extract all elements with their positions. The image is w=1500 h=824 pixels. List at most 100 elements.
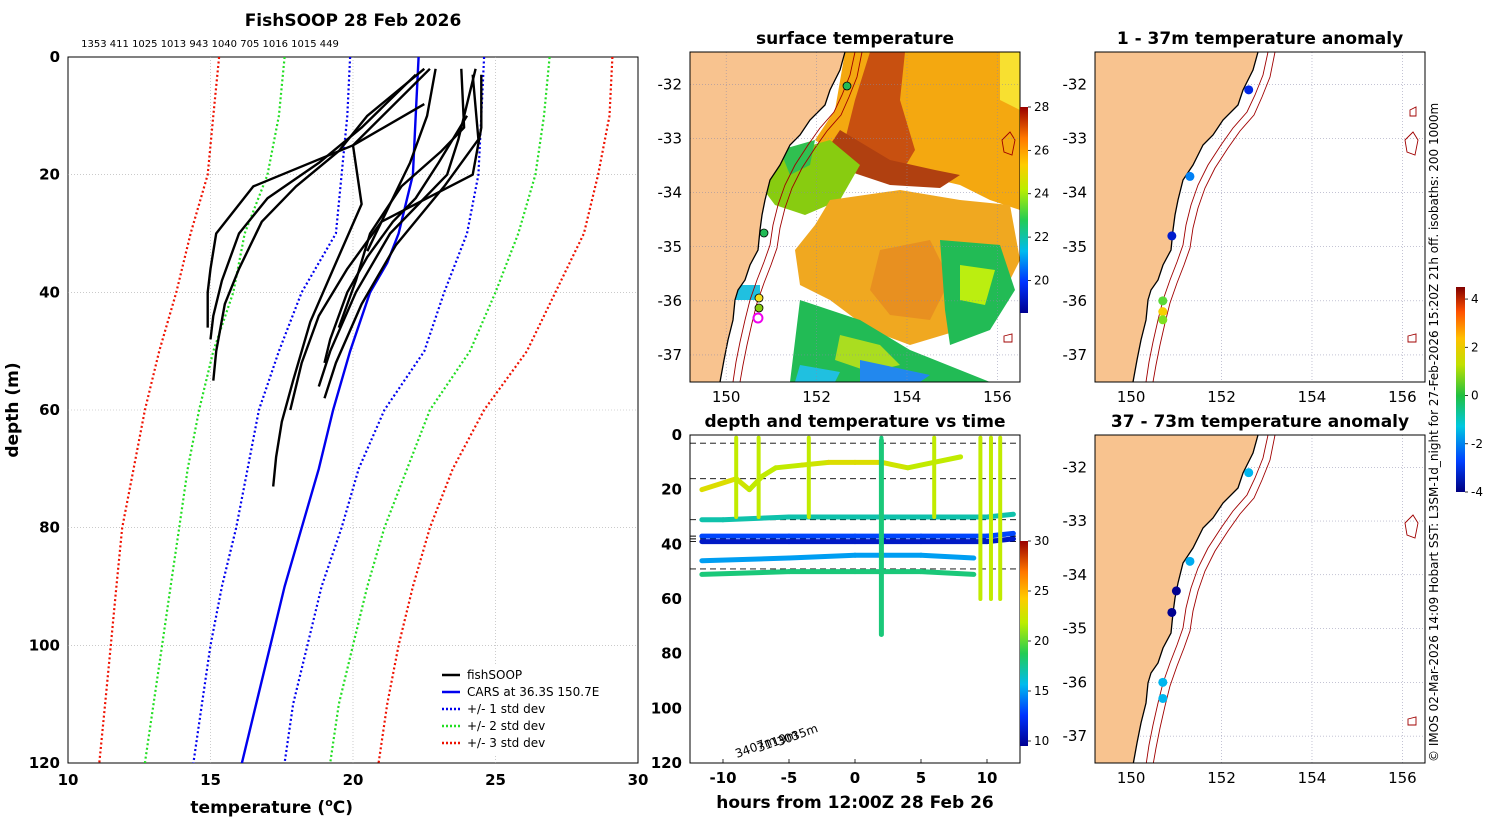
track-segment <box>760 465 779 479</box>
lat-tick-label: -33 <box>658 130 683 148</box>
x-tick-label: -10 <box>709 769 736 787</box>
coastline <box>719 52 846 382</box>
profile-legend: fishSOOP CARS at 36.3S 150.7E +/- 1 std … <box>436 664 630 756</box>
cars-climatology-line <box>240 57 420 763</box>
anomaly-point <box>1167 607 1177 617</box>
lat-tick-label: -35 <box>1063 238 1088 256</box>
lat-tick-label: -35 <box>658 238 683 256</box>
coastline <box>1132 435 1259 763</box>
legend-label-fishsoop: fishSOOP <box>467 668 522 682</box>
track-segment <box>878 459 911 471</box>
anomaly-point <box>1158 307 1168 317</box>
colorbar-tick-label: 26 <box>1034 143 1049 157</box>
lat-tick-label: -32 <box>1063 75 1088 93</box>
std-dev-line <box>283 57 486 763</box>
time-panel-xlabel: hours from 12:00Z 28 Feb 26 <box>716 793 994 813</box>
colorbar-tick-label: 20 <box>1034 273 1049 287</box>
y-tick-label: 40 <box>661 535 682 553</box>
lon-tick-label: 152 <box>1207 769 1236 787</box>
coastline <box>1132 52 1259 382</box>
x-tick-label: 15 <box>200 771 221 789</box>
fishsoop-profile-line <box>272 67 431 487</box>
y-tick-label: 80 <box>39 519 60 537</box>
profile-top-numbers: 1353 411 1025 1013 943 1040 705 1016 101… <box>81 39 339 50</box>
anomaly-colorbar-ticks: 4 2 0 -2 -4 <box>1465 292 1483 499</box>
track-segment <box>905 459 937 471</box>
track-segment <box>918 552 977 561</box>
lat-tick-label: -36 <box>1063 292 1088 310</box>
x-tick-label: 30 <box>628 771 649 789</box>
anomaly-bottom-ticks: -32 -33 -34 -35 -36 -37 150 152 154 156 <box>1063 458 1417 787</box>
legend-box <box>436 664 630 756</box>
lon-tick-label: 150 <box>1117 769 1146 787</box>
anomaly-colorbar: 4 2 0 -2 -4 <box>1456 287 1483 499</box>
credit-text: © IMOS 02-Mar-2026 14:09 Hobart SST: L3S… <box>1427 103 1441 762</box>
legend-label-std1: +/- 1 std dev <box>467 702 545 716</box>
sst-cyan-south <box>795 365 840 382</box>
std-dev-line <box>143 57 286 763</box>
colorbar-tick-label: 4 <box>1471 292 1479 306</box>
time-panel-tracks <box>699 435 1016 638</box>
time-panel-title: depth and temperature vs time <box>705 412 1006 432</box>
isobath-1000m <box>739 52 863 382</box>
lon-tick-label: 152 <box>1207 388 1236 406</box>
lat-tick-label: -34 <box>658 184 683 202</box>
fishsoop-profile-line <box>289 74 483 411</box>
lon-tick-label: 154 <box>1298 769 1327 787</box>
colorbar-tick-label: -2 <box>1471 437 1483 451</box>
anomaly-bottom-map <box>1095 435 1425 763</box>
track-segment <box>799 459 832 468</box>
time-panel-background <box>690 435 1020 763</box>
lat-tick-label: -34 <box>1063 566 1088 584</box>
anomaly-point <box>1185 171 1195 181</box>
anomaly-point <box>1158 296 1168 306</box>
station-marker <box>842 81 852 91</box>
isobath-1000m <box>1152 52 1276 382</box>
fishsoop-profile-line <box>317 68 477 387</box>
lon-tick-label: 150 <box>712 388 741 406</box>
seamount-contour-1 <box>1001 131 1016 156</box>
legend-label-std2: +/- 2 std dev <box>467 719 545 733</box>
surface-map-ticks: -32 -33 -34 -35 -36 -37 150 152 154 156 <box>658 75 1012 406</box>
lat-tick-label: -36 <box>658 292 683 310</box>
x-tick-label: 10 <box>977 769 998 787</box>
anomaly-point <box>1158 693 1168 703</box>
seamount-contour-3 <box>1409 106 1417 117</box>
anomaly-top-title: 1 - 37m temperature anomaly <box>1117 29 1403 49</box>
time-panel-colorbar <box>1020 541 1028 746</box>
lat-tick-label: -37 <box>1063 727 1088 745</box>
colorbar-tick-label: 30 <box>1034 534 1049 548</box>
track-segment <box>773 462 805 471</box>
std-dev-line <box>192 57 352 763</box>
land-mass <box>1095 52 1258 382</box>
anomaly-point <box>1158 315 1168 325</box>
y-tick-label: 40 <box>39 283 60 301</box>
lon-tick-label: 156 <box>1388 769 1417 787</box>
anomaly-point <box>1244 468 1254 478</box>
lon-tick-label: 154 <box>1298 388 1327 406</box>
y-tick-label: 0 <box>50 48 60 66</box>
anomaly-point <box>1158 677 1168 687</box>
track-segment <box>699 476 739 493</box>
x-tick-label: 10 <box>58 771 79 789</box>
seamount-contour-2 <box>1407 716 1417 726</box>
anomaly-point <box>1185 556 1195 566</box>
fishsoop-profile-line <box>337 68 466 329</box>
lat-tick-label: -37 <box>1063 346 1088 364</box>
anomaly-colorbar-ramp <box>1456 287 1465 492</box>
y-tick-label: 120 <box>29 754 60 772</box>
surface-map-grid <box>690 52 1020 382</box>
anomaly-bottom-axes-box <box>1094 434 1426 764</box>
anomaly-top-axes-box <box>1094 51 1426 383</box>
anomaly-bottom-panel: 37 - 73m temperature anomaly -32-33-34-3… <box>1063 412 1426 787</box>
lat-tick-label: -37 <box>658 346 683 364</box>
fishsoop-profile-line <box>212 67 426 381</box>
lon-tick-label: 154 <box>893 388 922 406</box>
lat-tick-label: -34 <box>1063 184 1088 202</box>
land-mass <box>690 52 845 382</box>
legend-label-std3: +/- 3 std dev <box>467 736 545 750</box>
colorbar-tick-label: 25 <box>1034 584 1049 598</box>
legend-label-cars: CARS at 36.3S 150.7E <box>467 685 599 699</box>
